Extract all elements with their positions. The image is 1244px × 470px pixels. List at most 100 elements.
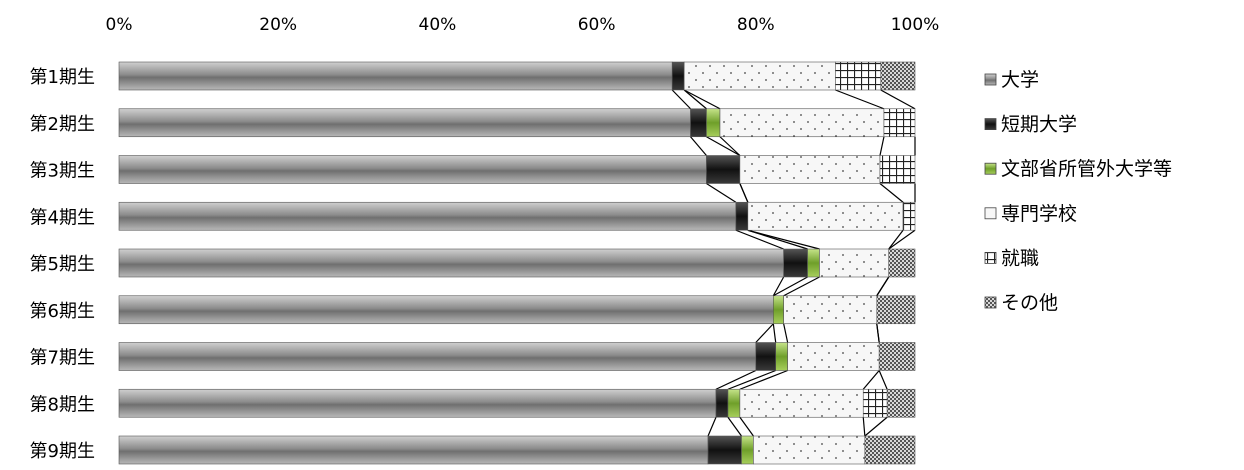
category-label: 第2期生	[30, 114, 95, 135]
series-line	[739, 416, 754, 437]
series-line	[715, 369, 757, 390]
legend-swatch	[984, 73, 997, 86]
series-line	[772, 323, 777, 343]
bar-series-5	[888, 248, 916, 278]
x-tick-label: 80%	[737, 15, 775, 35]
legend-label: その他	[1001, 292, 1058, 314]
bar-series-3	[719, 108, 885, 138]
bar-series-0	[118, 108, 691, 138]
series-line	[879, 136, 885, 156]
series-line	[683, 89, 707, 110]
category-label: 第8期生	[30, 394, 95, 415]
bar-series-0	[118, 295, 774, 325]
bar-series-5	[878, 342, 916, 371]
bar-series-0	[118, 201, 737, 231]
series-line	[719, 136, 741, 156]
series-line	[864, 416, 888, 437]
series-line	[735, 229, 784, 250]
series-line	[878, 370, 888, 390]
bar-series-1	[755, 342, 776, 371]
x-tick-label: 60%	[578, 15, 616, 35]
legend-swatch	[984, 118, 997, 130]
series-line	[888, 229, 904, 250]
bar-series-3	[783, 295, 878, 325]
series-line	[739, 183, 749, 203]
category-label: 第6期生	[30, 301, 95, 322]
bar-series-4	[835, 61, 882, 91]
legend-label: 専門学校	[1001, 203, 1077, 225]
bar-series-1	[707, 435, 742, 465]
bar-series-4	[862, 388, 888, 418]
series-line	[739, 369, 788, 390]
series-line	[755, 323, 774, 343]
category-label: 第9期生	[30, 441, 95, 462]
legend-swatch	[984, 162, 997, 175]
category-label: 第4期生	[30, 207, 95, 228]
bar-series-3	[753, 435, 866, 465]
bar-series-0	[118, 61, 673, 91]
bar-series-0	[118, 342, 757, 371]
bar-series-5	[876, 295, 916, 325]
series-line	[747, 229, 820, 250]
bar-series-1	[715, 388, 729, 418]
category-label: 第7期生	[30, 348, 95, 369]
legend-label: 就職	[1001, 247, 1039, 269]
series-line	[879, 183, 904, 203]
series-line	[727, 416, 742, 437]
bar-series-2	[775, 342, 788, 371]
bar-series-5	[864, 435, 916, 465]
bar-series-4	[883, 108, 916, 138]
bar-series-2	[706, 108, 721, 138]
legend-label: 文部省所管外大学等	[1001, 158, 1172, 180]
series-line	[706, 136, 741, 157]
series-line	[880, 89, 916, 110]
bar-series-3	[739, 388, 864, 418]
category-label: 第1期生	[30, 67, 95, 88]
series-line	[783, 323, 789, 343]
series-line	[862, 417, 866, 437]
series-lines	[671, 89, 916, 437]
bars	[118, 61, 916, 465]
labels: 0% 20% 40% 60% 80% 100% 第1期生第2期生第3期生第4期生第5期生第6…	[30, 15, 940, 462]
x-tick-label: 40%	[419, 15, 457, 35]
legend-label: 大学	[1001, 69, 1039, 91]
legend-swatch	[984, 207, 997, 220]
series-line	[727, 369, 776, 390]
x-tick-label: 20%	[259, 15, 297, 35]
legend-swatch	[984, 296, 997, 309]
series-line	[671, 89, 691, 110]
bar-series-0	[118, 155, 707, 184]
bar-series-4	[879, 155, 916, 184]
bar-series-1	[690, 108, 707, 138]
series-line	[706, 182, 737, 203]
series-line	[707, 417, 717, 437]
series-line	[876, 276, 890, 297]
series-line	[835, 89, 885, 110]
bar-series-0	[118, 248, 784, 278]
bar-series-2	[741, 435, 754, 465]
bar-series-0	[118, 435, 709, 465]
bar-series-3	[683, 61, 836, 91]
series-line	[783, 276, 820, 297]
x-tick-label: 100%	[891, 15, 940, 35]
bar-series-1	[706, 155, 741, 184]
series-line	[862, 370, 880, 390]
bar-series-2	[773, 295, 784, 325]
bar-series-1	[783, 248, 808, 278]
bar-series-0	[118, 388, 717, 418]
bar-series-1	[735, 201, 749, 231]
legend-label: 短期大学	[1001, 114, 1077, 136]
series-line	[888, 229, 916, 250]
bar-series-3	[819, 248, 890, 278]
bar-series-2	[727, 388, 741, 418]
category-label: 第5期生	[30, 254, 95, 275]
bar-series-3	[747, 201, 904, 231]
bar-series-1	[671, 61, 685, 91]
series-line	[690, 136, 707, 156]
bar-series-3	[787, 342, 880, 371]
x-tick-label: 0%	[106, 15, 133, 35]
bar-series-5	[880, 61, 916, 91]
bar-series-3	[739, 155, 881, 184]
